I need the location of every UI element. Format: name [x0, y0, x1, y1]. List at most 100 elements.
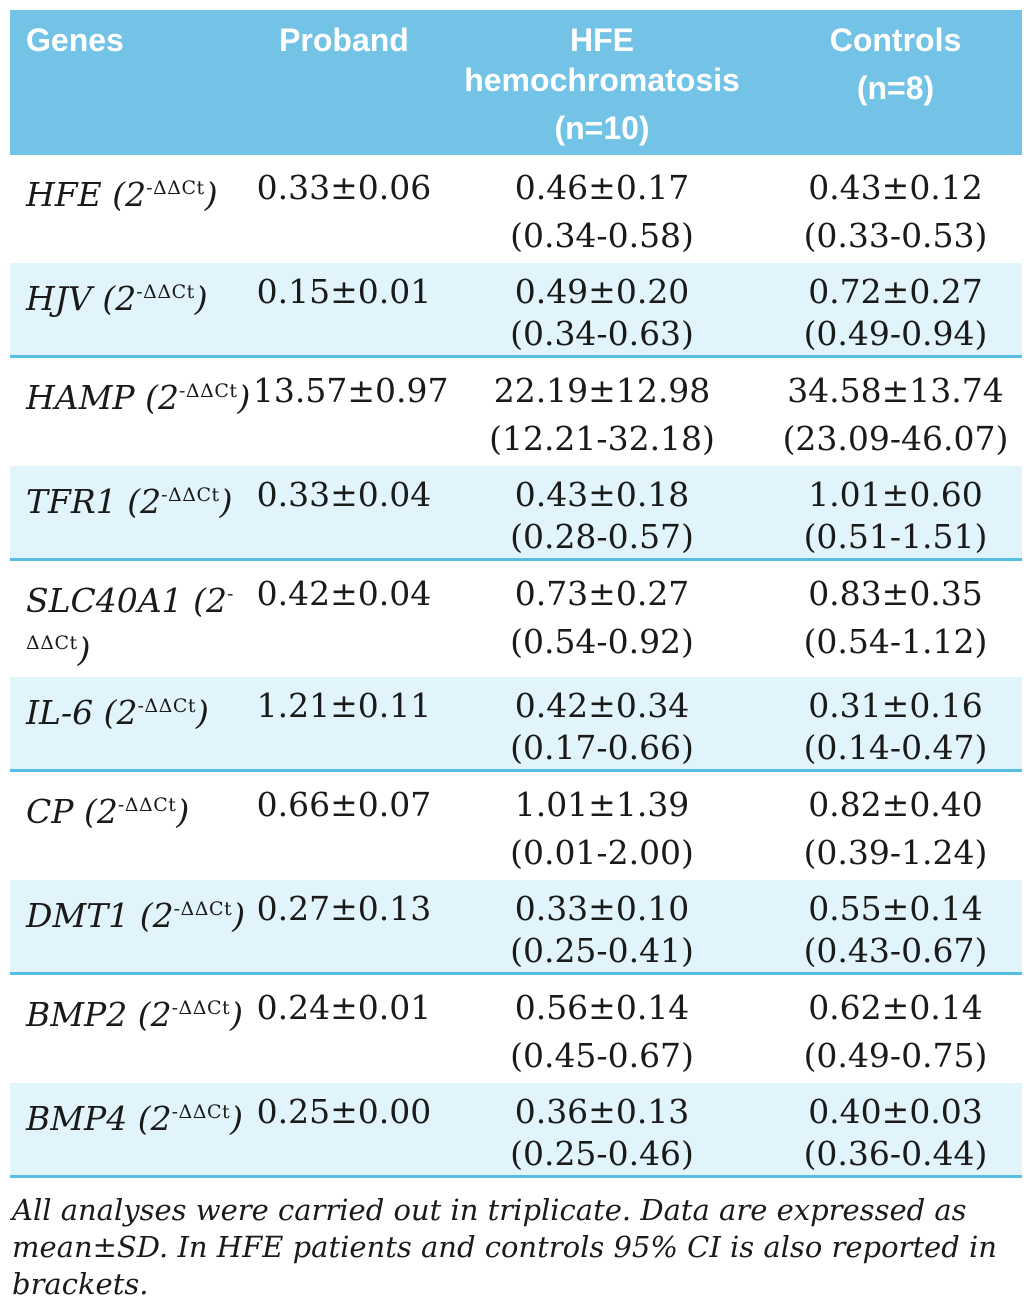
ci-value: (0.39-1.24) — [803, 833, 988, 872]
hfe-value-cell: 1.01±1.39 (0.01-2.00) — [435, 771, 769, 881]
ci-value: (0.43-0.67) — [803, 931, 988, 970]
controls-value-cell: 0.40±0.03 (0.36-0.44) — [769, 1083, 1022, 1177]
mean-value: 0.62±0.14 — [808, 988, 983, 1027]
mean-value: 0.15±0.01 — [256, 272, 432, 311]
controls-value-cell: 0.72±0.27 (0.49-0.94) — [769, 263, 1022, 357]
ci-value: (0.51-1.51) — [803, 517, 988, 556]
mean-value: 0.82±0.40 — [808, 785, 983, 824]
ci-value: (0.45-0.67) — [510, 1036, 694, 1075]
gene-name: BMP2 — [26, 995, 128, 1034]
gene-name-cell: HJV (2-ΔΔCt) — [26, 279, 208, 318]
ci-value: (0.33-0.53) — [803, 216, 988, 255]
mean-value: 0.55±0.14 — [808, 889, 983, 928]
ci-value: (0.49-0.94) — [803, 314, 988, 353]
mean-value: 0.46±0.17 — [514, 168, 690, 207]
ci-value: (0.14-0.47) — [803, 728, 988, 767]
gene-name-cell: TFR1 (2-ΔΔCt) — [26, 482, 233, 521]
gene-name-cell: SLC40A1 (2-ΔΔCt) — [26, 581, 234, 669]
mean-value: 0.31±0.16 — [808, 686, 983, 725]
mean-value: 0.72±0.27 — [808, 272, 983, 311]
gene-name: BMP4 — [26, 1099, 128, 1138]
ci-value: (0.34-0.63) — [510, 314, 694, 353]
gene-name: CP — [26, 792, 74, 831]
column-header-genes: Genes — [10, 10, 253, 155]
gene-name-cell: HFE (2-ΔΔCt) — [26, 175, 218, 214]
controls-value-cell: 0.82±0.40 (0.39-1.24) — [769, 771, 1022, 881]
header-row: Genes Proband HFE hemochromatosis (n=10)… — [10, 10, 1022, 155]
hfe-value-cell: 0.73±0.27 (0.54-0.92) — [435, 560, 769, 678]
proband-value-cell: 0.25±0.00 — [253, 1083, 435, 1177]
proband-value-cell: 0.66±0.07 — [253, 771, 435, 881]
mean-value: 0.43±0.18 — [514, 475, 690, 514]
gene-name-cell: HAMP (2-ΔΔCt) — [26, 378, 251, 417]
gene-name: TFR1 — [26, 482, 117, 521]
ci-value: (0.17-0.66) — [510, 728, 694, 767]
hfe-value-cell: 0.36±0.13 (0.25-0.46) — [435, 1083, 769, 1177]
table-footnote: All analyses were carried out in triplic… — [12, 1193, 997, 1301]
mean-value: 0.73±0.27 — [514, 574, 690, 613]
mean-value: 0.25±0.00 — [256, 1092, 432, 1131]
proband-value-cell: 0.42±0.04 — [253, 560, 435, 678]
ci-value: (0.36-0.44) — [803, 1134, 988, 1173]
hfe-value-cell: 0.43±0.18 (0.28-0.57) — [435, 466, 769, 560]
mean-value: 1.01±1.39 — [514, 785, 690, 824]
ci-value: (23.09-46.07) — [782, 419, 1009, 458]
table-row: DMT1 (2-ΔΔCt) 0.27±0.13 0.33±0.10 (0.25-0.4… — [10, 880, 1022, 974]
mean-value: 0.40±0.03 — [808, 1092, 983, 1131]
column-label: HFE hemochromatosis — [464, 22, 740, 98]
mean-value: 0.49±0.20 — [514, 272, 690, 311]
column-header-controls: Controls (n=8) — [768, 10, 1022, 155]
mean-value: 0.83±0.35 — [808, 574, 983, 613]
column-header-hfe-hemochromatosis: HFE hemochromatosis (n=10) — [435, 10, 769, 155]
hfe-value-cell: 0.46±0.17 (0.34-0.58) — [435, 155, 769, 263]
table-row: IL-6 (2-ΔΔCt) 1.21±0.11 0.42±0.34 (0.17-0.6… — [10, 677, 1022, 771]
mean-value: 1.01±0.60 — [808, 475, 983, 514]
mean-value: 0.27±0.13 — [256, 889, 432, 928]
table-row: SLC40A1 (2-ΔΔCt) 0.42±0.04 0.73±0.27 (0.54-… — [10, 560, 1022, 678]
ci-value: (0.54-1.12) — [803, 622, 988, 661]
mean-value: 0.56±0.14 — [514, 988, 690, 1027]
gene-name: HAMP — [26, 378, 135, 417]
ci-value: (0.01-2.00) — [510, 833, 694, 872]
proband-value-cell: 13.57±0.97 — [253, 357, 449, 467]
proband-value-cell: 0.24±0.01 — [253, 974, 435, 1084]
table-row: BMP2 (2-ΔΔCt) 0.24±0.01 0.56±0.14 (0.45-0.6… — [10, 974, 1022, 1084]
mean-value: 0.42±0.04 — [256, 574, 432, 613]
controls-value-cell: 0.43±0.12 (0.33-0.53) — [769, 155, 1022, 263]
gene-notation-superscript: -ΔΔCt — [171, 997, 231, 1019]
controls-value-cell: 0.31±0.16 (0.14-0.47) — [769, 677, 1022, 771]
gene-name: SLC40A1 — [26, 581, 183, 620]
ci-value: (0.34-0.58) — [510, 216, 694, 255]
data-table: Genes Proband HFE hemochromatosis (n=10)… — [10, 10, 1022, 1178]
proband-value-cell: 0.33±0.06 — [253, 155, 435, 263]
hfe-value-cell: 0.49±0.20 (0.34-0.63) — [435, 263, 769, 357]
hfe-value-cell: 0.56±0.14 (0.45-0.67) — [435, 974, 769, 1084]
proband-value-cell: 0.33±0.04 — [253, 466, 435, 560]
mean-value: 0.33±0.04 — [256, 475, 432, 514]
gene-name: HJV — [26, 279, 92, 318]
proband-value-cell: 1.21±0.11 — [253, 677, 435, 771]
table-row: TFR1 (2-ΔΔCt) 0.33±0.04 0.43±0.18 (0.28-0.5… — [10, 466, 1022, 560]
gene-name-cell: BMP4 (2-ΔΔCt) — [26, 1099, 244, 1138]
mean-value: 0.42±0.34 — [514, 686, 690, 725]
hfe-value-cell: 22.19±12.98 (12.21-32.18) — [435, 357, 769, 467]
gene-expression-table: Genes Proband HFE hemochromatosis (n=10)… — [10, 10, 1022, 1303]
column-header-proband: Proband — [252, 10, 436, 155]
controls-value-cell: 34.58±13.74 (23.09-46.07) — [769, 357, 1022, 467]
mean-value: 34.58±13.74 — [787, 371, 1004, 410]
ci-value: (0.54-0.92) — [510, 622, 694, 661]
gene-name-cell: BMP2 (2-ΔΔCt) — [26, 995, 244, 1034]
proband-value-cell: 0.15±0.01 — [253, 263, 435, 357]
gene-name: DMT1 — [26, 896, 130, 935]
gene-notation-superscript: -ΔΔCt — [117, 794, 177, 816]
mean-value: 22.19±12.98 — [493, 371, 711, 410]
mean-value: 0.36±0.13 — [514, 1092, 690, 1131]
gene-name-cell: IL-6 (2-ΔΔCt) — [26, 693, 209, 732]
table-header: Genes Proband HFE hemochromatosis (n=10)… — [10, 10, 1022, 155]
table-row: CP (2-ΔΔCt) 0.66±0.07 1.01±1.39 (0.01-2.00)… — [10, 771, 1022, 881]
gene-notation-superscript: -ΔΔCt — [26, 583, 234, 654]
ci-value: (12.21-32.18) — [489, 419, 715, 458]
gene-notation-superscript: -ΔΔCt — [161, 484, 220, 506]
gene-notation-superscript: -ΔΔCt — [146, 177, 205, 199]
gene-notation-superscript: -ΔΔCt — [136, 281, 195, 303]
